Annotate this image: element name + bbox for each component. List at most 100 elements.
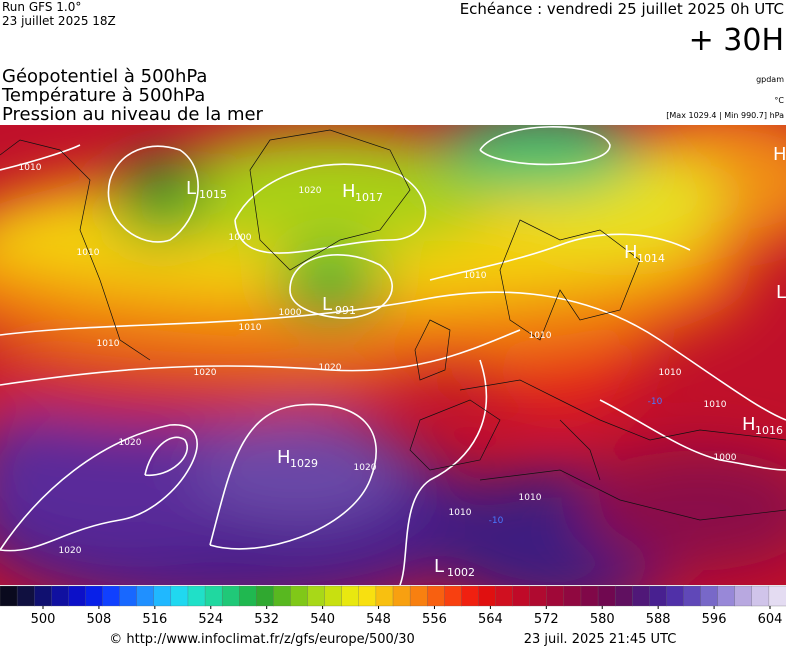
color-cell <box>273 585 291 607</box>
color-cell <box>717 585 736 607</box>
color-cell <box>512 585 531 607</box>
color-cell <box>580 585 599 607</box>
center-letter: H <box>277 447 291 468</box>
field-title: Géopotentiel à 500hPa <box>2 66 207 87</box>
color-cell <box>290 585 309 607</box>
color-cell <box>187 585 206 607</box>
color-cell <box>153 585 172 607</box>
unit: [Max 1029.4 | Min 990.7] hPa <box>666 111 784 120</box>
color-cell <box>734 585 753 607</box>
center-letter: L <box>434 556 444 577</box>
center-letter: H <box>624 242 638 263</box>
isobar-label: 1020 <box>354 463 377 473</box>
isobar-label: 1020 <box>119 438 142 448</box>
color-cell <box>632 585 650 607</box>
center-letter: L <box>776 282 786 303</box>
color-cell <box>683 585 702 607</box>
color-cell <box>529 585 548 607</box>
colorbar-label: 556 <box>422 612 447 627</box>
center-letter: H <box>773 144 786 165</box>
unit: °C <box>774 96 784 105</box>
color-cell <box>444 585 462 607</box>
center-value: 1015 <box>199 188 227 201</box>
colorbar-label: 572 <box>534 612 559 627</box>
colorbar: 500 508 516 524 532 540 548 556 564 572 580 588 596 6… <box>0 585 786 627</box>
color-cell <box>597 585 616 607</box>
isobar-label: 1010 <box>19 163 42 173</box>
colorbar-label: 604 <box>758 612 783 627</box>
color-cell <box>751 585 770 607</box>
color-cell <box>256 585 274 607</box>
color-cell <box>478 585 496 607</box>
isobar-label: 1020 <box>299 186 322 196</box>
isobar-label: 1010 <box>449 508 472 518</box>
isobar-label: 1010 <box>97 339 120 349</box>
color-cell <box>324 585 343 607</box>
center-letter: H <box>742 414 756 435</box>
color-cell <box>85 585 103 607</box>
color-cell <box>119 585 138 607</box>
color-cell <box>700 585 719 607</box>
isobars <box>0 126 786 585</box>
isobar-label: 1010 <box>529 331 552 341</box>
color-cell <box>68 585 86 607</box>
color-cell <box>666 585 684 607</box>
temperature-label: -10 <box>489 516 504 526</box>
isobar-label: 1000 <box>714 453 737 463</box>
generated-time: 23 juil. 2025 21:45 UTC <box>524 632 677 647</box>
color-cell <box>221 585 240 607</box>
unit: gpdam <box>756 75 784 84</box>
color-cell <box>204 585 223 607</box>
colorbar-label: 564 <box>478 612 503 627</box>
color-cell <box>341 585 360 607</box>
run-date: 23 juillet 2025 18Z <box>2 14 116 28</box>
center-letter: L <box>186 178 196 199</box>
isobar-label: 1020 <box>319 363 342 373</box>
color-cell <box>102 585 121 607</box>
colorbar-label: 588 <box>646 612 671 627</box>
isobar-label: 1010 <box>464 271 487 281</box>
color-cell <box>16 585 35 607</box>
color-cell <box>563 585 582 607</box>
colorbar-label: 580 <box>590 612 615 627</box>
colorbar-label: 596 <box>702 612 727 627</box>
color-cell <box>34 585 52 607</box>
isobar-label: 1020 <box>194 368 217 378</box>
center-letter: L <box>322 294 332 315</box>
color-cell <box>307 585 326 607</box>
lead-time: + 30H <box>689 23 784 58</box>
center-value: 1014 <box>637 252 665 265</box>
isobar-label: 1010 <box>519 493 542 503</box>
isobar-label: 1010 <box>239 323 262 333</box>
center-value: 1002 <box>447 566 475 579</box>
color-cell <box>170 585 189 607</box>
color-cell <box>768 585 786 607</box>
colorbar-label: 500 <box>31 612 56 627</box>
isobar-label: 1010 <box>704 400 727 410</box>
color-cell <box>239 585 257 607</box>
isobar-label: 1000 <box>229 233 252 243</box>
color-cell <box>358 585 377 607</box>
field-title: Pression au niveau de la mer <box>2 104 264 125</box>
field-title: Température à 500hPa <box>1 85 205 106</box>
colorbar-label: 508 <box>87 612 112 627</box>
colorbar-label: 540 <box>310 612 335 627</box>
center-value: 1016 <box>755 424 783 437</box>
colorbar-label: 524 <box>198 612 223 627</box>
color-cell <box>614 585 633 607</box>
coastlines <box>0 129 786 521</box>
colorbar-label: 516 <box>142 612 167 627</box>
temperature-label: -10 <box>648 397 663 407</box>
valid-time: Echéance : vendredi 25 juillet 2025 0h U… <box>460 0 784 18</box>
color-cell <box>51 585 69 607</box>
color-cell <box>375 585 394 607</box>
color-cell <box>392 585 411 607</box>
color-cell <box>0 585 18 607</box>
color-cell <box>461 585 479 607</box>
center-value: 991 <box>335 304 356 317</box>
colorbar-label: 532 <box>254 612 279 627</box>
center-value: 1017 <box>355 191 383 204</box>
isobar-label: 1010 <box>77 248 100 258</box>
isobar-label: 1010 <box>659 368 682 378</box>
